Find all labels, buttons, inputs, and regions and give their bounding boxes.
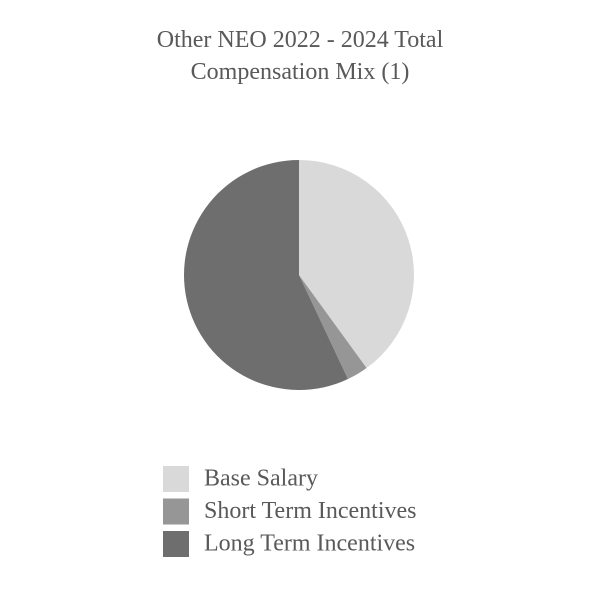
legend-label: Short Term Incentives	[204, 498, 417, 524]
chart-title: Other NEO 2022 - 2024 Total Compensation…	[156, 27, 444, 85]
legend-swatch	[163, 466, 189, 492]
legend-label: Base Salary	[204, 466, 318, 492]
pie-slice	[299, 275, 367, 380]
pie-slice	[183, 160, 348, 390]
legend-swatch	[163, 498, 189, 525]
pie-slice	[299, 160, 414, 369]
legend-label: Long Term Incentives	[204, 531, 415, 557]
legend-swatch	[163, 531, 189, 557]
